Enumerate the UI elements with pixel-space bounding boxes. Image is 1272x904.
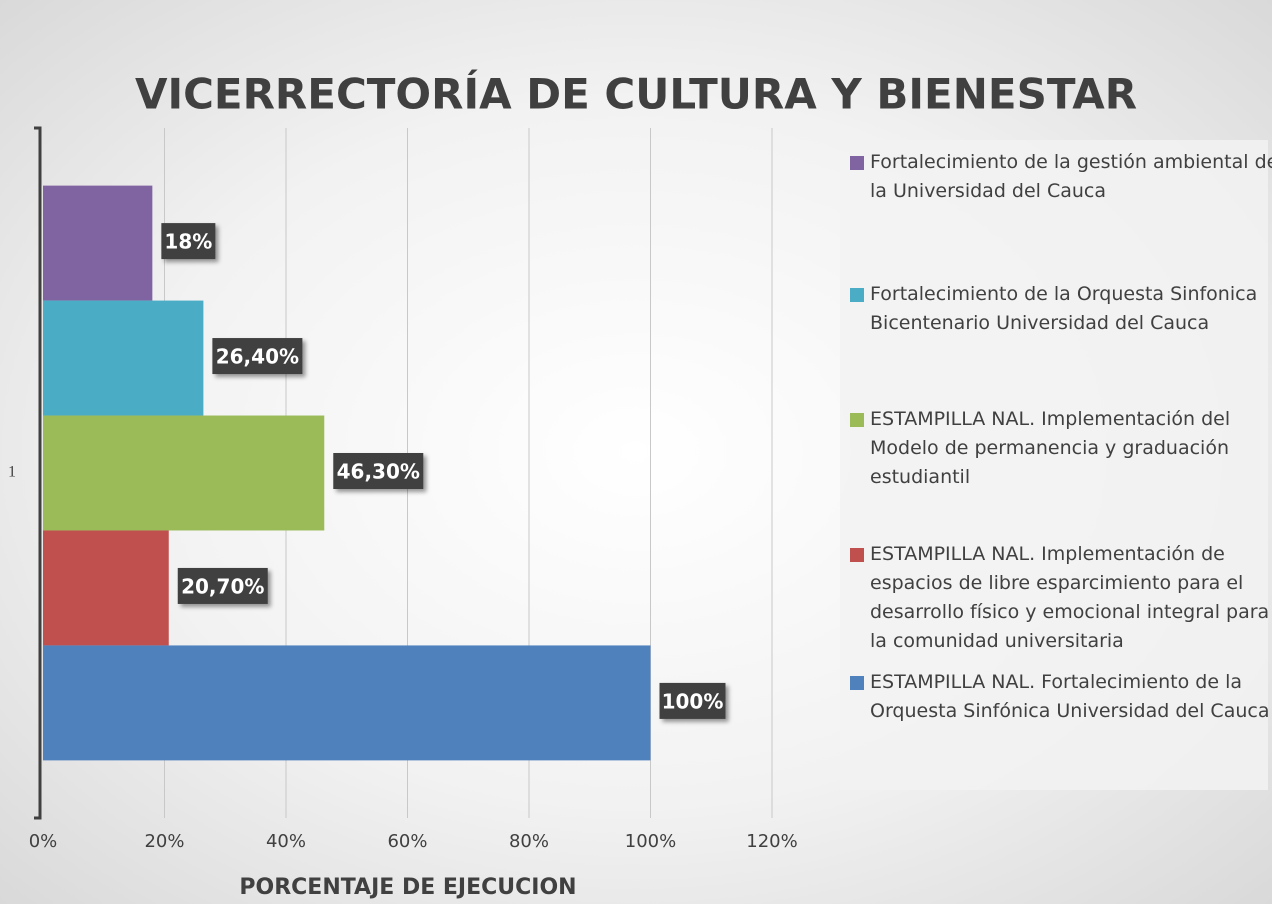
y-tick-label: 1 (8, 464, 16, 481)
legend-swatch (850, 156, 864, 170)
value-label-text: 26,40% (216, 345, 299, 369)
value-label-box (659, 682, 726, 719)
x-tick-label: 20% (144, 831, 184, 852)
legend-swatch (850, 676, 864, 690)
bar (43, 415, 325, 531)
legend-label: Fortalecimiento de la Orquesta Sinfonica… (870, 283, 1258, 334)
legend-label: ESTAMPILLA NAL. Implementación del Model… (870, 408, 1231, 488)
bar (43, 645, 651, 761)
legend-swatch (850, 548, 864, 562)
x-tick-label: 80% (509, 831, 549, 852)
legend-swatch (850, 288, 864, 302)
value-label-box (212, 338, 303, 375)
value-label-box (161, 223, 216, 260)
legend: Fortalecimiento de la gestión ambiental … (840, 140, 1272, 790)
legend-label: Fortalecimiento de la gestión ambiental … (870, 151, 1272, 202)
value-label: 46,30% (333, 453, 424, 489)
bar (43, 530, 169, 646)
legend-entry: Fortalecimiento de la gestión ambiental … (850, 148, 1272, 206)
bar (43, 300, 204, 416)
value-label-box (177, 567, 268, 604)
legend-swatch (850, 413, 864, 427)
value-label-text: 18% (164, 230, 212, 254)
x-tick-label: 40% (266, 831, 306, 852)
x-tick-label: 120% (746, 831, 797, 852)
x-axis-label: PORCENTAJE DE EJECUCION (239, 875, 576, 900)
value-label-box (333, 453, 424, 489)
legend-label: ESTAMPILLA NAL. Implementación de espaci… (870, 543, 1270, 652)
value-label: 18% (161, 223, 216, 260)
legend-label: ESTAMPILLA NAL. Fortalecimiento de la Or… (870, 671, 1270, 722)
x-tick-label: 60% (387, 831, 427, 852)
chart-title: VICERRECTORÍA DE CULTURA Y BIENESTAR (135, 69, 1137, 119)
value-label-text: 20,70% (181, 574, 264, 598)
legend-entry: Fortalecimiento de la Orquesta Sinfonica… (850, 280, 1272, 338)
value-label: 26,40% (212, 338, 303, 375)
x-tick-label: 0% (29, 831, 58, 852)
value-label: 100% (659, 682, 726, 719)
x-tick-label: 100% (625, 831, 676, 852)
value-label-text: 46,30% (337, 460, 420, 484)
value-label: 20,70% (177, 567, 268, 604)
y-axis (34, 126, 42, 820)
bar (43, 185, 153, 301)
legend-entry: ESTAMPILLA NAL. Implementación del Model… (850, 405, 1272, 492)
legend-entry: ESTAMPILLA NAL. Implementación de espaci… (850, 540, 1272, 656)
legend-entry: ESTAMPILLA NAL. Fortalecimiento de la Or… (850, 668, 1272, 726)
value-label-text: 100% (662, 689, 724, 713)
